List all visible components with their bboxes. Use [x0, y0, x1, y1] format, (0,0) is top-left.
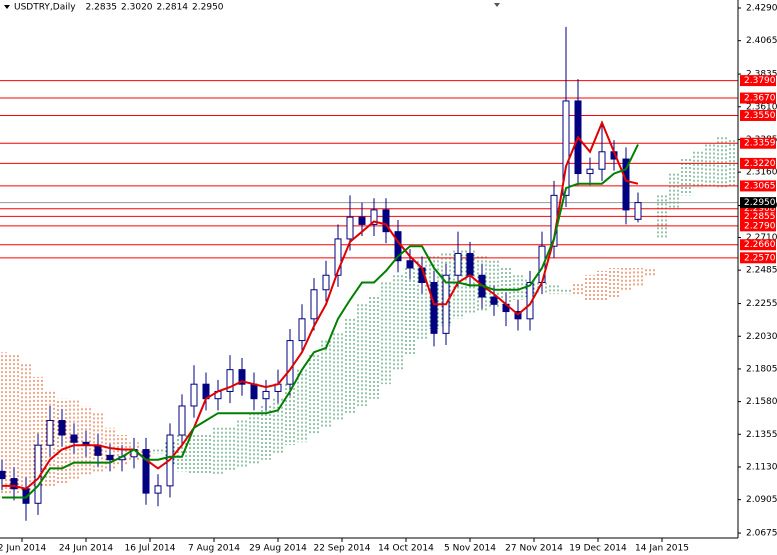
y-tick-label: 2.2485 [746, 266, 777, 276]
candle-body [106, 454, 114, 461]
candle-body [346, 216, 354, 240]
candle-body [310, 289, 318, 320]
indicator-line [2, 120, 639, 490]
level-label: 2.3359 [744, 139, 776, 149]
x-tick-label: 2 Jun 2014 [0, 544, 46, 554]
candle-body [286, 340, 294, 385]
level-label: 2.2908 [744, 204, 776, 214]
candle-body [454, 252, 462, 276]
candle-body [634, 202, 642, 220]
shift-marker[interactable] [494, 3, 500, 7]
x-tick-label: 24 Jun 2014 [59, 544, 113, 554]
candle-body [406, 260, 414, 269]
x-tick-label: 14 Jan 2015 [635, 544, 689, 554]
candle-body [586, 168, 594, 175]
ohlc-value: 2.3020 [121, 3, 153, 13]
level-label-box [740, 137, 776, 149]
last-price-label: 2.2950 [744, 198, 776, 208]
level-label-box [740, 220, 776, 232]
menu-arrow[interactable] [4, 5, 10, 9]
level-label: 2.3670 [744, 94, 776, 104]
plot-area [0, 26, 739, 521]
x-tick-label: 19 Dec 2014 [569, 544, 627, 554]
candle-body [262, 390, 270, 400]
y-tick-label: 2.4290 [746, 3, 777, 13]
candle-body [334, 238, 342, 276]
x-tick-label: 7 Aug 2014 [188, 544, 240, 554]
y-tick-label: 2.2030 [746, 332, 777, 342]
y-tick-label: 2.1355 [746, 430, 777, 440]
level-label: 2.3065 [744, 181, 776, 191]
level-label: 2.2790 [744, 221, 776, 231]
y-tick-label: 2.1805 [746, 364, 777, 374]
ohlc-value: 2.2814 [157, 3, 189, 13]
level-label-box [740, 203, 776, 215]
x-tick-label: 29 Aug 2014 [249, 544, 307, 554]
y-tick-label: 2.2255 [746, 299, 777, 309]
ohlc-value: 2.2835 [86, 3, 118, 13]
candle-body [10, 478, 18, 490]
candle-body [598, 151, 606, 170]
level-label: 2.3220 [744, 159, 776, 169]
y-tick-label: 2.1130 [746, 462, 777, 472]
x-tick-label: 16 Jul 2014 [125, 544, 176, 554]
candle-body [154, 485, 162, 494]
candle-body [370, 209, 378, 225]
y-tick-label: 2.1580 [746, 397, 777, 407]
y-tick-label: 2.0905 [746, 495, 777, 505]
y-tick-label: 2.2710 [746, 233, 777, 243]
candle-body [358, 216, 366, 225]
candle-body [178, 405, 186, 436]
level-label-box [740, 109, 776, 121]
y-tick-label: 2.3160 [746, 168, 777, 178]
candle-body [466, 252, 474, 276]
level-label-box [740, 210, 776, 222]
candle-body [58, 419, 66, 436]
candle-body [142, 449, 150, 494]
candle-body [70, 434, 78, 443]
indicator-line [2, 144, 639, 499]
candle-body [622, 158, 630, 211]
candle-body [430, 282, 438, 334]
ohlc-value: 2.2950 [192, 3, 224, 13]
y-tick-label: 2.3610 [746, 102, 777, 112]
candle-body [46, 419, 54, 446]
level-label: 2.3550 [744, 111, 776, 121]
candle-body [562, 100, 570, 196]
level-label-box [740, 157, 776, 169]
candle-body [382, 209, 390, 233]
candle-body [226, 369, 234, 392]
x-tick-label: 22 Sep 2014 [313, 544, 370, 554]
chart-title: USDTRY,Daily [14, 3, 76, 13]
level-label: 2.3790 [744, 76, 776, 86]
candle-body [322, 274, 330, 291]
y-tick-label: 2.3835 [746, 70, 777, 80]
candle-body [250, 383, 258, 400]
candle-body [298, 318, 306, 342]
level-label-box [740, 92, 776, 104]
level-label: 2.2570 [744, 253, 776, 263]
level-label-box [740, 239, 776, 251]
last-price-box [740, 197, 776, 209]
x-tick-label: 5 Nov 2014 [444, 544, 496, 554]
level-label-box [740, 75, 776, 87]
candle-body [0, 470, 6, 480]
x-tick-label: 14 Oct 2014 [378, 544, 434, 554]
candle-body [238, 369, 246, 385]
y-tick-label: 2.4065 [746, 36, 777, 46]
candle-body [490, 296, 498, 305]
level-label-box [740, 180, 776, 192]
level-label: 2.2855 [744, 212, 776, 222]
level-label-box [740, 252, 776, 264]
level-label: 2.2660 [744, 240, 776, 250]
candle-body [190, 383, 198, 407]
x-tick-label: 27 Nov 2014 [505, 544, 563, 554]
y-tick-label: 2.0675 [746, 529, 777, 539]
